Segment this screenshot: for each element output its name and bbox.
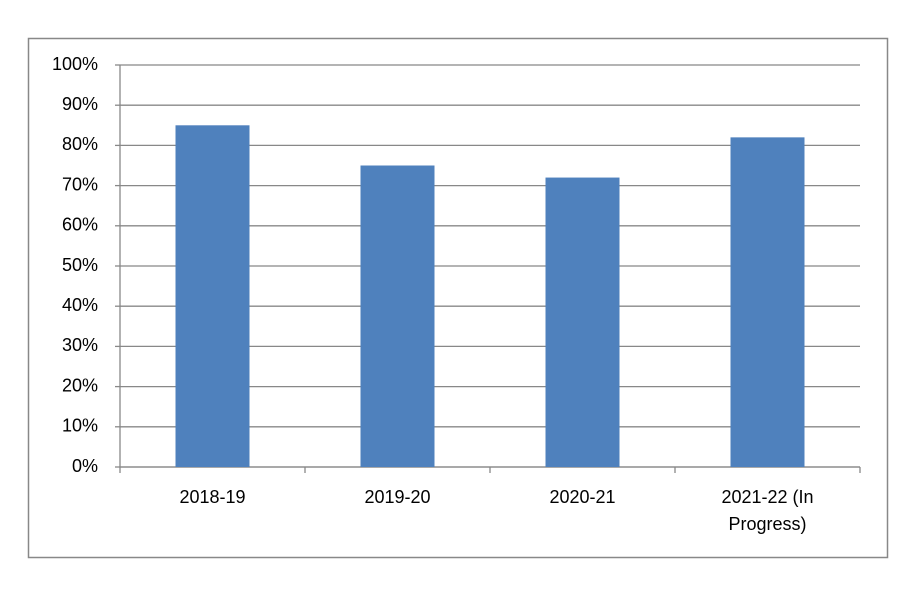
y-tick-label: 20% [62, 375, 98, 395]
y-tick-label: 80% [62, 134, 98, 154]
y-tick-label: 50% [62, 255, 98, 275]
y-tick-label: 10% [62, 416, 98, 436]
x-tick-label: 2020-21 [549, 487, 616, 507]
bar [175, 125, 250, 468]
y-tick-label: 70% [62, 174, 98, 194]
y-tick-label: 30% [62, 335, 98, 355]
y-tick-label: 100% [52, 54, 98, 74]
y-tick-label: 60% [62, 215, 98, 235]
x-tick-label: 2021-22 (In Progress) [721, 487, 814, 534]
bar [545, 177, 620, 467]
y-tick-label: 90% [62, 94, 98, 114]
bar [360, 165, 435, 467]
x-tick-label: 2018-19 [179, 487, 246, 507]
y-tick-label: 40% [62, 295, 98, 315]
y-tick-label: 0% [72, 456, 98, 476]
bar [730, 137, 805, 468]
x-tick-label: 2019-20 [364, 487, 431, 507]
